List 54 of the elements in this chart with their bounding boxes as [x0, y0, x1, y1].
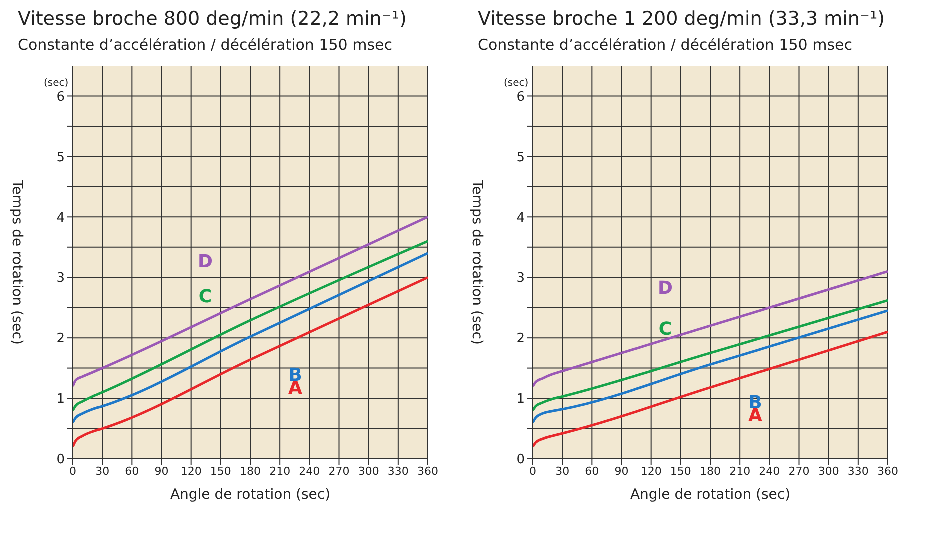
x-tick-label: 330	[388, 464, 409, 478]
x-tick-label: 210	[730, 464, 751, 478]
text: D	[658, 278, 673, 299]
chart-title: Vitesse broche 800 deg/min (22,2 min⁻¹)	[18, 8, 408, 30]
x-tick-label: 270	[788, 464, 810, 478]
x-tick-label: 0	[70, 464, 76, 478]
y-tick-label: 0	[56, 452, 65, 468]
x-tick-label: 90	[614, 464, 629, 478]
y-tick-label: 6	[516, 90, 525, 105]
x-axis-title: Angle de rotation (sec)	[630, 487, 791, 503]
x-tick-label: 210	[270, 464, 291, 478]
text: D	[198, 251, 213, 272]
y-tick-label: 4	[56, 210, 65, 226]
y-tick-label: 5	[516, 150, 525, 166]
x-tick-label: 0	[530, 464, 536, 478]
chart-title: Vitesse broche 1 200 deg/min (33,3 min⁻¹)	[478, 8, 886, 30]
x-tick-label: 150	[210, 464, 232, 478]
x-axis-title: Angle de rotation (sec)	[170, 487, 331, 503]
chart-subtitle: Constante d’accélération / décélération 150 msec	[18, 36, 394, 54]
y-tick-label: 6	[56, 90, 65, 105]
x-tick-label: 300	[358, 464, 380, 478]
x-tick-label: 30	[556, 464, 570, 478]
text: (sec)	[44, 78, 69, 89]
y-tick-label: 5	[56, 150, 65, 166]
x-tick-label: 240	[759, 464, 780, 478]
x-tick-label: 360	[418, 464, 438, 478]
x-tick-label: 60	[125, 464, 140, 478]
x-tick-label: 120	[180, 464, 202, 478]
y-tick-label: 1	[516, 392, 525, 408]
x-tick-label: 150	[670, 464, 692, 478]
x-tick-label: 360	[878, 464, 898, 478]
y-tick-label: 2	[516, 332, 525, 347]
x-tick-label: 270	[328, 464, 350, 478]
x-tick-label: 90	[154, 464, 169, 478]
series-label: C	[658, 319, 672, 340]
x-tick-label: 300	[818, 464, 840, 478]
x-tick-label: 60	[585, 464, 600, 478]
y-axis-title: Temps de rotation (sec)	[9, 179, 26, 345]
y-tick-label: 1	[56, 392, 65, 408]
x-tick-label: 120	[640, 464, 662, 478]
x-tick-label: 180	[240, 464, 261, 478]
y-tick-label: 4	[516, 210, 525, 226]
text: (sec)	[504, 78, 529, 89]
x-tick-label: 330	[848, 464, 869, 478]
y-tick-label: 0	[516, 452, 525, 468]
chart-subtitle: Constante d’accélération / décélération 150 msec	[478, 36, 854, 54]
y-tick-label: 2	[56, 332, 65, 347]
x-tick-label: 30	[96, 464, 110, 478]
x-tick-label: 180	[700, 464, 721, 478]
y-tick-label: 3	[516, 271, 525, 286]
series-label: C	[198, 286, 212, 308]
y-tick-label: 3	[56, 271, 65, 286]
x-tick-label: 240	[299, 464, 320, 478]
y-axis-title: Temps de rotation (sec)	[469, 179, 486, 345]
